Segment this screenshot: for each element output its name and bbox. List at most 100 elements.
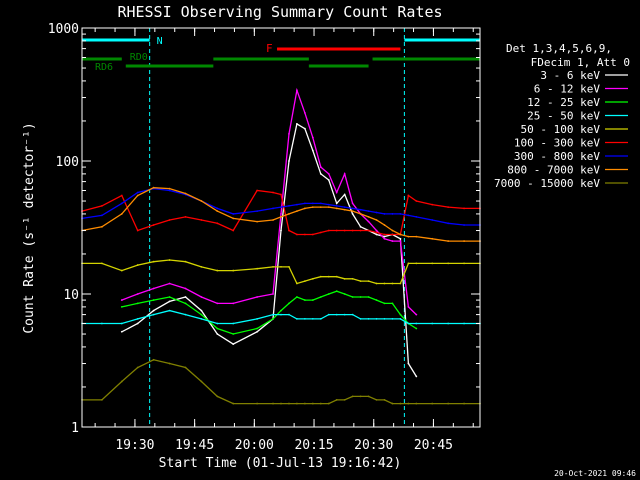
data-point-7-31 (447, 240, 450, 242)
data-point-3-30 (431, 322, 434, 325)
data-point-0-22 (375, 233, 378, 236)
data-point-8-6 (184, 366, 187, 369)
y-tick-label: 1000 (48, 22, 79, 37)
data-point-6-21 (351, 207, 354, 210)
data-point-0-19 (351, 213, 354, 215)
data-point-5-3 (136, 229, 139, 232)
data-point-6-10 (256, 210, 259, 213)
data-point-2-7 (232, 333, 235, 335)
data-point-0-16 (327, 179, 330, 181)
data-point-4-11 (272, 265, 274, 268)
data-point-0-10 (280, 229, 282, 232)
data-point-1-13 (303, 111, 306, 114)
data-point-2-9 (272, 317, 274, 320)
legend-label: 3 - 6 keV (540, 69, 600, 82)
data-point-4-24 (375, 282, 378, 285)
data-point-8-21 (351, 395, 354, 398)
data-point-6-26 (391, 213, 394, 215)
data-point-7-5 (168, 187, 171, 190)
data-point-3-24 (375, 317, 378, 320)
y-tick-label: 100 (56, 155, 79, 170)
data-point-3-20 (343, 313, 346, 316)
data-point-3-16 (311, 317, 314, 320)
data-point-7-16 (311, 206, 314, 209)
data-point-4-1 (101, 262, 103, 265)
data-point-2-22 (375, 299, 378, 301)
data-point-1-22 (375, 229, 378, 232)
data-point-4-29 (415, 262, 418, 265)
data-point-7-2 (120, 213, 123, 215)
data-point-6-16 (311, 202, 314, 205)
data-point-1-15 (319, 166, 322, 168)
data-point-2-18 (343, 293, 346, 295)
data-point-0-1 (136, 322, 139, 325)
data-point-8-4 (152, 358, 155, 361)
x-tick-label: 20:45 (414, 438, 453, 453)
data-point-7-18 (327, 206, 330, 209)
data-point-1-0 (120, 299, 123, 301)
x-tick-label: 19:30 (115, 438, 154, 453)
legend-label: 25 - 50 keV (527, 110, 600, 123)
data-point-8-30 (431, 402, 434, 405)
data-point-1-23 (383, 237, 386, 240)
data-point-8-28 (407, 402, 410, 405)
data-point-1-3 (168, 282, 171, 285)
legend-header-line-2: FDecim 1, Att 0 (531, 56, 630, 69)
data-point-4-15 (303, 280, 306, 283)
data-point-7-3 (136, 194, 139, 197)
x-tick-label: 20:30 (354, 438, 393, 453)
data-point-1-5 (200, 296, 203, 298)
data-point-6-14 (296, 203, 298, 206)
rd0-flag-label: RD0 (130, 52, 148, 63)
data-point-4-19 (335, 275, 338, 278)
data-point-4-17 (319, 275, 322, 278)
data-point-3-9 (232, 322, 235, 325)
series-line-7 (81, 187, 480, 242)
data-point-8-8 (216, 395, 219, 398)
data-point-1-24 (391, 240, 394, 242)
data-point-8-11 (272, 402, 274, 405)
data-point-0-7 (232, 343, 235, 346)
data-point-0-8 (256, 330, 259, 333)
data-point-4-14 (296, 282, 298, 285)
data-point-3-1 (101, 322, 103, 325)
data-point-8-26 (391, 402, 394, 405)
data-point-0-6 (216, 333, 219, 335)
data-point-6-9 (232, 213, 235, 215)
data-point-7-12 (280, 215, 282, 218)
data-point-4-4 (152, 260, 155, 263)
data-point-4-22 (359, 280, 362, 283)
data-point-8-3 (136, 366, 139, 369)
data-point-5-25 (383, 233, 386, 236)
data-point-4-9 (232, 269, 235, 272)
data-point-2-25 (399, 313, 402, 316)
data-point-0-18 (343, 193, 346, 196)
x-tick-label: 20:00 (235, 438, 274, 453)
data-point-5-19 (335, 229, 338, 232)
data-point-4-28 (407, 262, 410, 265)
data-point-3-7 (200, 317, 203, 320)
series-line-1 (121, 87, 417, 316)
data-point-2-14 (311, 299, 314, 301)
data-point-7-1 (101, 225, 103, 228)
rd6-flag-label: RD6 (95, 62, 113, 73)
data-point-7-32 (463, 240, 465, 242)
data-point-6-17 (319, 202, 322, 205)
data-point-7-10 (256, 220, 259, 223)
data-point-3-23 (367, 317, 370, 320)
data-point-0-17 (335, 202, 338, 205)
data-point-6-31 (447, 222, 450, 225)
data-point-6-19 (335, 204, 338, 207)
data-point-8-16 (311, 402, 314, 405)
data-point-1-14 (311, 136, 314, 139)
data-point-1-11 (288, 132, 290, 135)
data-point-0-27 (415, 375, 418, 378)
data-point-1-9 (272, 293, 274, 295)
data-point-3-31 (447, 322, 450, 325)
data-point-2-2 (152, 299, 155, 301)
data-point-5-28 (407, 194, 410, 197)
data-point-3-28 (407, 322, 410, 325)
data-point-1-25 (399, 240, 402, 242)
data-point-4-6 (184, 260, 187, 263)
data-point-4-18 (327, 275, 330, 278)
